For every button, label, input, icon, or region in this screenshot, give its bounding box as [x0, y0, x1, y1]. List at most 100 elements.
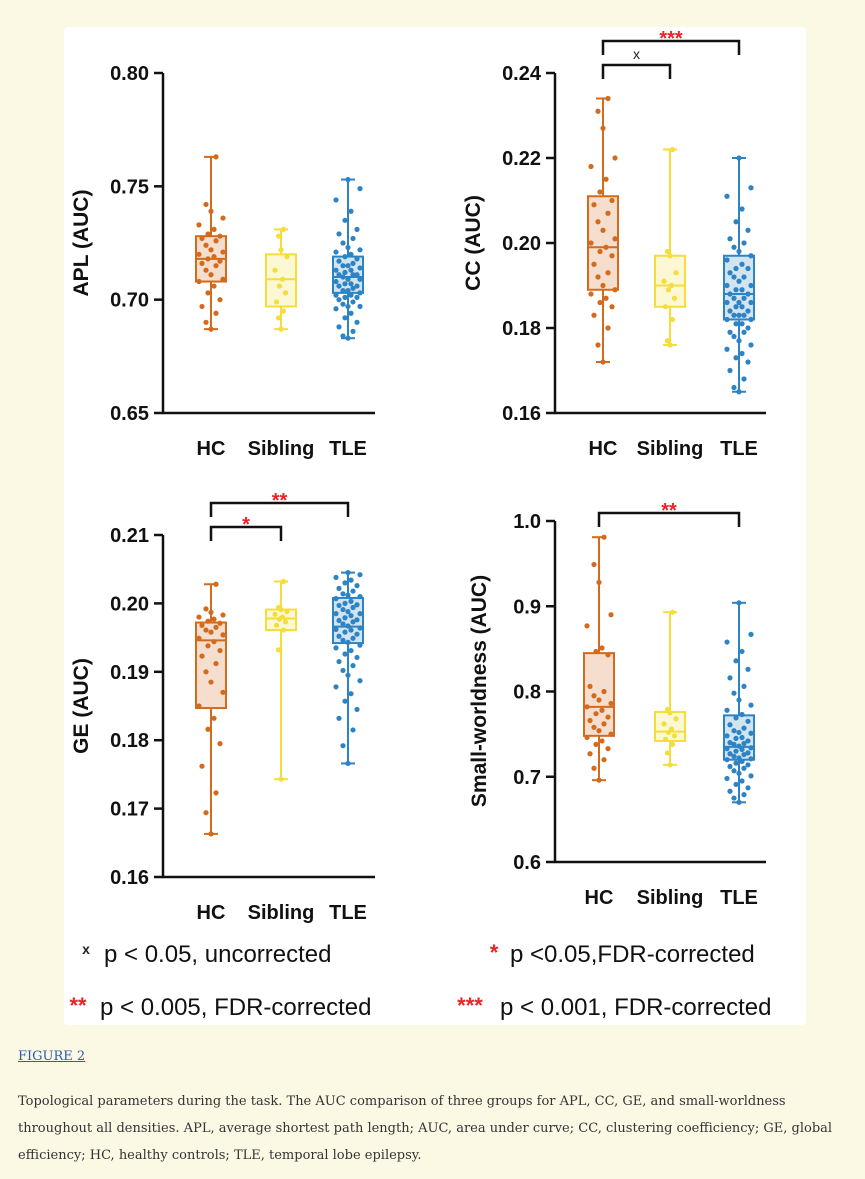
data-point — [736, 389, 742, 395]
data-point — [333, 596, 339, 602]
data-point — [342, 698, 348, 704]
data-point — [599, 707, 605, 713]
data-point — [596, 777, 602, 783]
data-point — [279, 276, 286, 282]
data-point — [727, 675, 733, 681]
data-point — [205, 643, 211, 649]
data-point — [664, 750, 671, 756]
data-point — [350, 604, 356, 611]
data-point — [282, 290, 289, 296]
data-point — [196, 703, 202, 709]
box-hc — [587, 95, 619, 365]
significance-label: x — [633, 46, 640, 62]
data-point — [736, 248, 742, 255]
data-point — [745, 325, 751, 331]
y-tick-label: 0.7 — [513, 767, 541, 789]
data-point — [603, 176, 609, 182]
box-sibling — [265, 226, 297, 332]
chart-panel-3: 0.16 0.17 0.18 0.19 0.20 0.21 GE (AUC) HC Siblin… — [70, 490, 375, 924]
data-point — [724, 282, 730, 289]
data-point — [748, 316, 754, 323]
data-point — [345, 609, 351, 615]
data-point — [741, 295, 747, 301]
data-point — [739, 287, 745, 293]
data-point — [354, 294, 360, 300]
data-point — [199, 235, 205, 242]
data-point — [217, 647, 223, 654]
data-point — [336, 324, 342, 330]
data-point — [208, 208, 214, 214]
legend-symbol: x — [82, 941, 90, 957]
data-point — [340, 637, 346, 643]
data-point — [350, 663, 356, 669]
data-point — [741, 683, 747, 689]
data-point — [736, 697, 742, 703]
data-point — [273, 622, 280, 628]
data-point — [350, 260, 356, 266]
data-point — [591, 693, 597, 699]
data-point — [345, 276, 351, 282]
data-point — [748, 342, 754, 348]
data-point — [350, 727, 356, 733]
y-tick-label: 0.18 — [502, 318, 541, 340]
data-point — [345, 244, 351, 251]
data-point — [736, 299, 742, 306]
data-point — [348, 208, 354, 214]
legend-item: *** p < 0.001, FDR-corrected — [457, 993, 771, 1021]
data-point — [199, 653, 205, 659]
data-point — [739, 778, 745, 784]
data-point — [733, 658, 739, 664]
data-point — [342, 281, 348, 287]
data-point — [354, 226, 360, 232]
data-point — [748, 185, 754, 191]
data-point — [340, 240, 346, 246]
data-point — [342, 651, 348, 657]
data-point — [733, 735, 739, 741]
data-point — [220, 215, 226, 221]
data-point — [203, 242, 209, 248]
data-point — [217, 620, 223, 626]
box-sibling — [654, 146, 686, 348]
data-point — [667, 762, 673, 768]
data-point — [739, 734, 745, 741]
data-point — [275, 604, 282, 611]
data-point — [340, 621, 346, 627]
data-point — [745, 718, 751, 724]
data-point — [284, 609, 290, 615]
box-tle — [723, 600, 755, 805]
y-axis-title: GE (AUC) — [70, 658, 93, 754]
data-point — [727, 788, 733, 794]
data-point — [340, 606, 346, 613]
data-point — [333, 278, 339, 285]
data-point — [333, 197, 339, 203]
data-point — [340, 301, 346, 307]
data-point — [357, 593, 363, 600]
x-tick-label: TLE — [329, 438, 367, 460]
data-point — [745, 291, 751, 297]
figure-card — [64, 27, 806, 1025]
data-point — [609, 197, 615, 204]
data-point — [348, 310, 354, 316]
data-point — [727, 722, 733, 728]
data-point — [350, 235, 356, 242]
x-tick-label: TLE — [720, 438, 758, 460]
data-point — [605, 325, 611, 331]
y-tick-label: 0.75 — [110, 176, 149, 198]
data-point — [748, 631, 754, 637]
figure-link[interactable]: FIGURE 2 — [18, 1049, 86, 1064]
data-point — [741, 240, 747, 246]
data-point — [748, 730, 754, 736]
data-point — [336, 297, 342, 303]
data-point — [724, 733, 730, 739]
data-point — [596, 697, 602, 703]
data-point — [345, 303, 351, 310]
data-point — [731, 753, 737, 759]
data-point — [196, 278, 202, 285]
data-point — [272, 611, 278, 617]
data-point — [608, 700, 614, 707]
data-point — [739, 261, 745, 267]
data-point — [357, 678, 363, 684]
data-point — [279, 614, 286, 620]
data-point — [276, 283, 283, 289]
data-point — [661, 721, 667, 727]
